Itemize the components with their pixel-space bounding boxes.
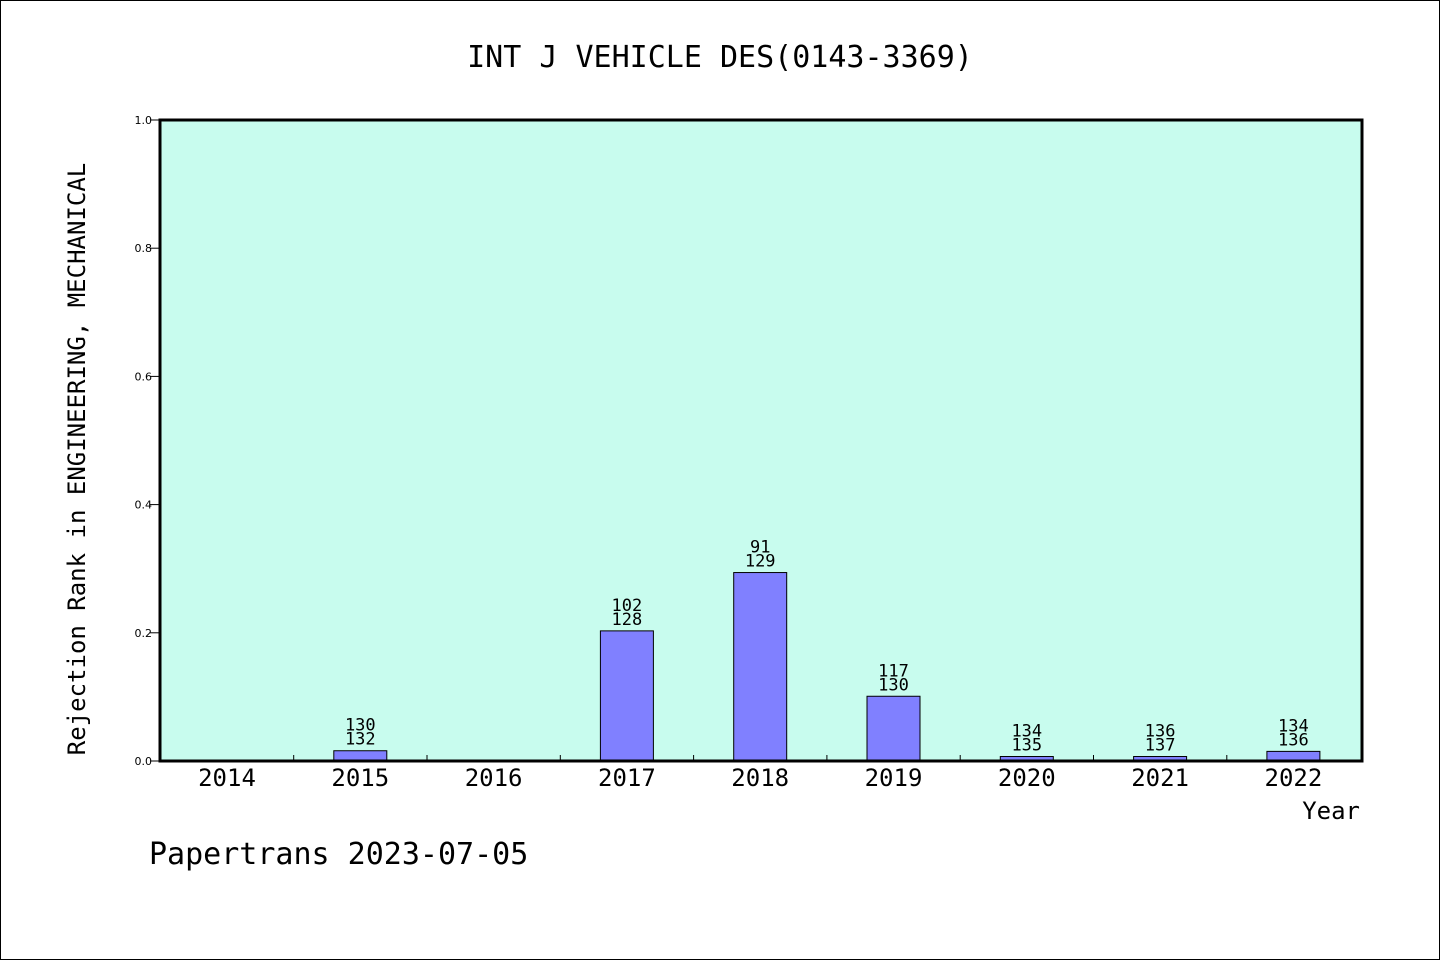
bar-label-top: 91: [750, 538, 770, 558]
plot-border: [158, 118, 1364, 763]
x-tick-label: 2018: [731, 764, 789, 792]
bar-label-bottom: 132: [345, 730, 376, 750]
bars-group: 1301321021289112911713013413513613713413…: [158, 118, 1364, 763]
x-tick-label: 2022: [1265, 764, 1323, 792]
chart-title: INT J VEHICLE DES(0143-3369): [467, 40, 973, 75]
bar-2017: [599, 630, 654, 762]
x-tick-label: 2017: [598, 764, 656, 792]
bar-2018: [733, 572, 788, 762]
y-axis-label: Rejection Rank in ENGINEERING, MECHANICA…: [63, 163, 91, 755]
x-tick-label: 2014: [198, 764, 256, 792]
y-tick-label: 0.4: [135, 499, 153, 512]
bar-label-bottom: 135: [1011, 736, 1042, 756]
bar-label-top: 130: [345, 716, 376, 736]
bar-label-top: 134: [1011, 722, 1042, 742]
bar-label-bottom: 136: [1278, 730, 1309, 750]
bar-label-bottom: 128: [612, 610, 643, 630]
bar-label-bottom: 137: [1145, 736, 1176, 756]
bar-label-top: 102: [612, 596, 643, 616]
y-tick-label: 0.8: [135, 242, 153, 255]
bar-2015: [333, 750, 388, 762]
y-axis: 0.0 0.2 0.4 0.6 0.8 1.0: [135, 114, 160, 768]
bar-label-bottom: 130: [878, 675, 909, 695]
bar-label-bottom: 129: [745, 552, 776, 572]
x-tick-label: 2019: [865, 764, 923, 792]
bar-label-top: 136: [1145, 722, 1176, 742]
x-tick-label: 2015: [331, 764, 389, 792]
bar-2019: [866, 695, 921, 762]
bar-label-top: 134: [1278, 716, 1309, 736]
y-tick-label: 0.6: [135, 370, 153, 383]
x-tick-label: 2021: [1131, 764, 1189, 792]
x-tick-label: 2016: [465, 764, 523, 792]
y-tick-label: 1.0: [135, 114, 153, 127]
y-tick-label: 0.0: [135, 755, 153, 768]
x-axis: 2014 2015 2016 2017 2018 2019 2020 2021 2022: [198, 755, 1322, 792]
bar-label-top: 117: [878, 661, 909, 681]
footer-credit: Papertrans 2023-07-05: [149, 837, 528, 872]
x-tick-label: 2020: [998, 764, 1056, 792]
x-axis-label: Year: [1302, 797, 1360, 825]
y-tick-label: 0.2: [135, 627, 153, 640]
